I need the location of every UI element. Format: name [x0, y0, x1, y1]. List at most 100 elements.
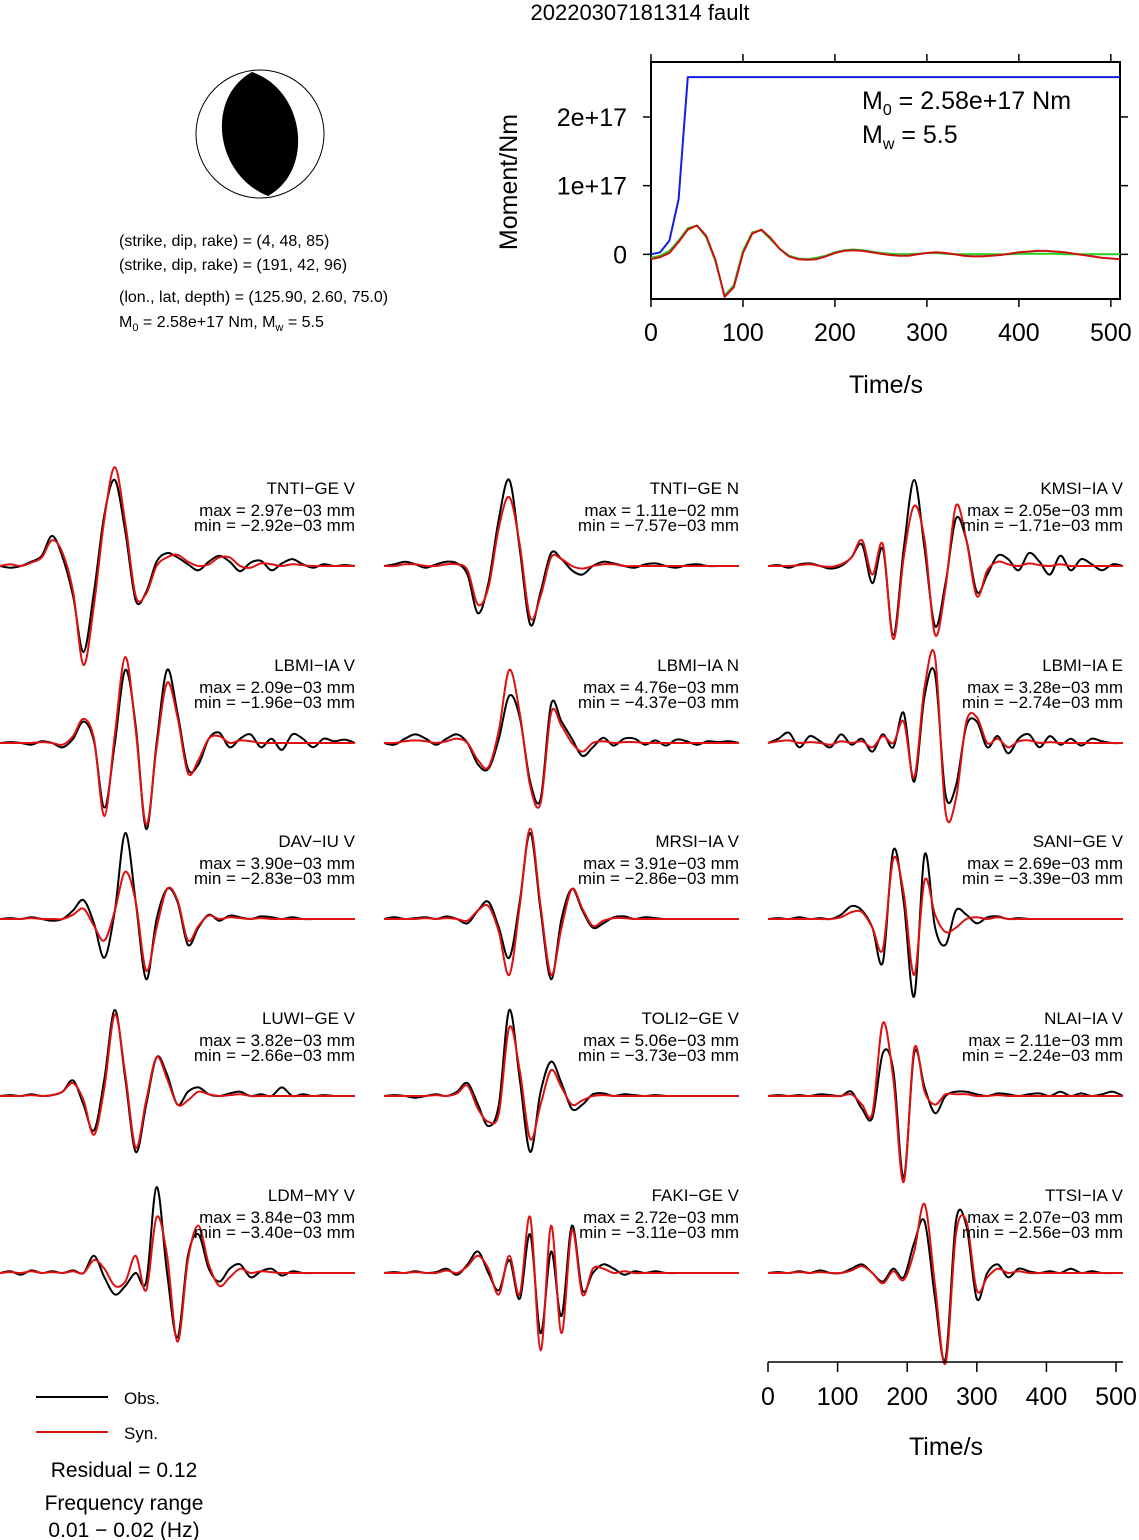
waveform-syn-trace: [768, 1203, 1123, 1365]
waveform-max-label: max = 3.28e−03 mm: [967, 678, 1123, 697]
moment-mw-annotation: Mw = 5.5: [862, 121, 958, 153]
waveform-station-label: TNTI−GE V: [267, 479, 356, 498]
m0-text: = 2.58e+17 Nm, M: [138, 314, 275, 331]
moment-y-axis: 0 1e+17 2e+17: [557, 104, 1128, 269]
waveform-max-label: max = 2.07e−03 mm: [967, 1208, 1123, 1227]
waveform-x-tick-label: 400: [1026, 1383, 1068, 1411]
location-text: (lon., lat, depth) = (125.90, 2.60, 75.0…: [119, 289, 388, 306]
moment-m0-sub: 0: [883, 102, 892, 119]
waveform-max-label: max = 3.90e−03 mm: [199, 854, 355, 873]
moment-m0-annotation: M0 = 2.58e+17 Nm: [862, 87, 1071, 119]
waveform-max-label: max = 3.82e−03 mm: [199, 1031, 355, 1050]
waveform-min-label: min = −2.66e−03 mm: [194, 1046, 355, 1065]
moment-x-axis-label: Time/s: [849, 371, 923, 399]
moment-plot: 0 1e+17 2e+17 0 100 200 300 400 500 Moment/Nm T…: [495, 54, 1132, 399]
mw-subscript: w: [274, 322, 283, 334]
waveform-syn-trace: [0, 466, 355, 666]
waveform-min-label: min = −3.73e−03 mm: [578, 1046, 739, 1065]
mw-text: = 5.5: [283, 314, 324, 331]
waveform-syn-trace: [0, 655, 355, 826]
moment-plot-frame: [650, 61, 1121, 300]
moment-mw-prefix: M: [862, 121, 883, 149]
waveform-station-label: SANI−GE V: [1033, 832, 1124, 851]
moment-x-tick-label: 100: [722, 319, 764, 347]
frequency-range-label: Frequency range: [45, 1492, 204, 1515]
waveform-max-label: max = 2.09e−03 mm: [199, 678, 355, 697]
waveform-syn-trace: [384, 1215, 739, 1352]
moment-mw-sub: w: [882, 136, 895, 153]
moment-y-tick-label: 1e+17: [557, 173, 627, 201]
waveform-station-label: NLAI−IA V: [1044, 1009, 1124, 1028]
waveform-x-axis-label: Time/s: [909, 1433, 983, 1461]
waveform-station-label: MRSI−IA V: [655, 832, 739, 851]
waveform-min-label: min = −7.57e−03 mm: [578, 516, 739, 535]
waveform-min-label: min = −3.40e−03 mm: [194, 1223, 355, 1242]
waveform-max-label: max = 4.76e−03 mm: [583, 678, 739, 697]
waveform-min-label: min = −1.71e−03 mm: [962, 516, 1123, 535]
waveform-x-tick-label: 0: [761, 1383, 775, 1411]
waveform-min-label: min = −3.11e−03 mm: [579, 1223, 739, 1242]
moment-y-tick-label: 0: [613, 241, 627, 269]
waveform-syn-trace: [767, 503, 1123, 641]
waveform-min-label: min = −2.83e−03 mm: [194, 869, 355, 888]
waveform-max-label: max = 2.11e−03 mm: [968, 1031, 1123, 1050]
waveform-syn-trace: [0, 870, 355, 972]
waveform-station-label: TTSI−IA V: [1045, 1186, 1124, 1205]
waveform-max-label: max = 3.91e−03 mm: [583, 854, 739, 873]
waveform-syn-trace: [383, 1025, 739, 1141]
waveform-station-label: LBMI−IA E: [1042, 656, 1123, 675]
waveform-syn-trace: [767, 855, 1123, 976]
waveform-syn-trace: [383, 668, 739, 809]
waveform-max-label: max = 2.97e−03 mm: [199, 501, 355, 520]
legend-obs-label: Obs.: [124, 1389, 160, 1408]
waveform-obs-trace: [383, 694, 740, 805]
moment-m0-prefix: M: [862, 87, 883, 115]
moment-x-tick-label: 0: [644, 319, 658, 347]
figure-title: 20220307181314 fault: [531, 0, 750, 25]
waveform-min-label: min = −4.37e−03 mm: [578, 693, 739, 712]
plane2-text: (strike, dip, rake) = (191, 42, 96): [119, 257, 347, 274]
m0-subscript: 0: [132, 322, 138, 334]
m0-prefix: M: [119, 314, 132, 331]
waveform-station-label: LUWI−GE V: [262, 1009, 356, 1028]
waveform-min-label: min = −2.56e−03 mm: [962, 1223, 1123, 1242]
waveform-x-tick-label: 500: [1095, 1383, 1137, 1411]
moment-x-axis: 0 100 200 300 400 500: [644, 54, 1132, 347]
waveform-syn-trace: [0, 1215, 355, 1343]
moment-x-tick-label: 500: [1090, 319, 1132, 347]
waveform-station-label: TOLI2−GE V: [642, 1009, 740, 1028]
waveform-obs-trace: [0, 478, 356, 654]
moment-x-tick-label: 200: [814, 319, 856, 347]
beachball-compression-quadrant: [221, 72, 299, 196]
frequency-range-value: 0.01 − 0.02 (Hz): [48, 1519, 199, 1540]
waveform-station-label: FAKI−GE V: [652, 1186, 740, 1205]
waveform-station-label: LBMI−IA V: [274, 656, 355, 675]
beachball: [195, 69, 325, 199]
waveform-max-label: max = 2.05e−03 mm: [967, 501, 1123, 520]
waveform-obs-trace: [767, 1048, 1124, 1179]
waveform-syn-trace: [0, 1013, 355, 1149]
waveform-min-label: min = −2.24e−03 mm: [962, 1046, 1123, 1065]
moment-line: [650, 76, 1120, 256]
moment-y-axis-label: Moment/Nm: [495, 114, 523, 250]
waveform-max-label: max = 1.11e−02 mm: [584, 501, 739, 520]
mrate-obs-line: [650, 224, 1121, 298]
waveform-station-label: LBMI−IA N: [657, 656, 739, 675]
legend-syn-label: Syn.: [124, 1424, 158, 1443]
plane1-text: (strike, dip, rake) = (4, 48, 85): [119, 233, 329, 250]
waveform-min-label: min = −2.86e−03 mm: [578, 869, 739, 888]
